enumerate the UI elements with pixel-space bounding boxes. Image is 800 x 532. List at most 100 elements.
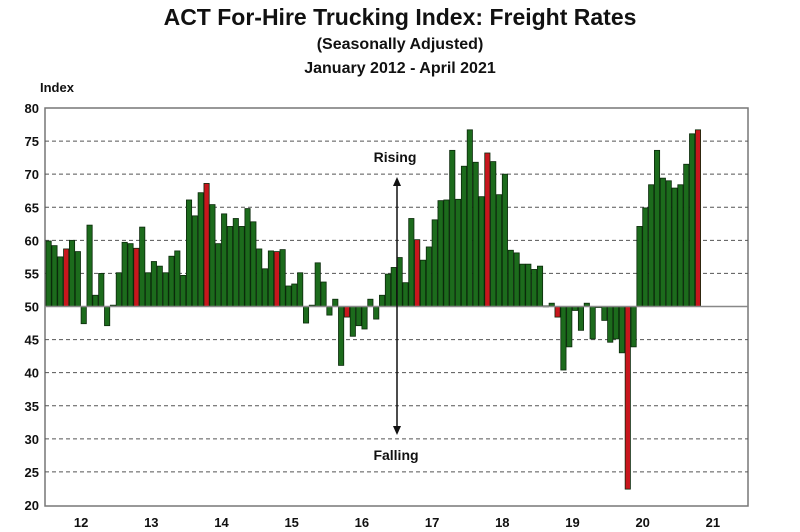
bar	[302, 306, 310, 324]
bar	[648, 184, 655, 307]
bar	[69, 239, 76, 307]
bar-april	[343, 306, 351, 318]
bar	[455, 198, 462, 307]
bar	[513, 252, 520, 307]
bar	[379, 294, 386, 307]
bar	[496, 194, 503, 307]
bar	[145, 272, 152, 307]
bar	[390, 267, 397, 307]
bar	[490, 161, 497, 307]
x-tick-label: 13	[144, 515, 158, 530]
bar	[630, 306, 637, 348]
bar	[472, 161, 479, 307]
bar	[92, 294, 99, 307]
bar	[115, 272, 122, 307]
bar-april	[484, 152, 491, 307]
bar-april	[554, 306, 561, 318]
y-tick-label: 80	[25, 101, 39, 116]
bar	[221, 213, 228, 307]
bars	[45, 129, 748, 490]
bar	[150, 261, 157, 307]
bar-april	[133, 247, 140, 307]
bar	[396, 257, 403, 307]
y-tick-label: 25	[25, 465, 39, 480]
bar	[577, 306, 584, 331]
bar	[478, 196, 485, 307]
bar	[156, 265, 163, 307]
bar	[373, 306, 380, 320]
bar	[262, 268, 269, 307]
annotations: Rising Falling	[373, 149, 418, 463]
bar	[566, 306, 573, 348]
bar	[437, 200, 444, 307]
x-tick-label: 16	[355, 515, 369, 530]
bar	[127, 243, 134, 307]
bar	[507, 249, 514, 307]
bar	[320, 281, 327, 307]
bar	[314, 262, 321, 307]
x-tick-label: 18	[495, 515, 509, 530]
y-tick-label: 65	[25, 200, 39, 215]
y-tick-label: 55	[25, 266, 39, 281]
arrow-down-icon	[393, 426, 401, 435]
bar	[209, 204, 216, 307]
y-tick-label: 30	[25, 432, 39, 447]
y-tick-label: 20	[25, 498, 39, 513]
bar	[408, 218, 415, 307]
bar	[121, 241, 128, 307]
bar	[226, 226, 234, 307]
bar	[355, 306, 362, 327]
bar	[256, 248, 263, 307]
bar	[531, 269, 538, 307]
bar	[589, 306, 596, 340]
y-tick-label: 40	[25, 366, 39, 381]
y-tick-label: 45	[25, 333, 39, 348]
bar	[466, 129, 473, 307]
y-axis-ticks: 20 25 30 35 40 45 50 55 60 65 70 75 80	[25, 101, 39, 513]
bar	[174, 250, 181, 307]
bar	[162, 272, 169, 307]
bar	[185, 199, 193, 307]
x-tick-label: 17	[425, 515, 439, 530]
bar	[449, 149, 456, 307]
bar	[338, 306, 345, 366]
bar	[180, 275, 187, 307]
bar	[267, 250, 274, 307]
bar	[244, 208, 251, 307]
bar	[285, 285, 292, 307]
bar	[613, 306, 620, 340]
x-tick-label: 15	[284, 515, 298, 530]
y-tick-label: 60	[25, 233, 39, 248]
bar	[519, 263, 526, 307]
y-tick-label: 75	[25, 134, 39, 149]
bar	[601, 306, 608, 321]
bar	[191, 215, 198, 307]
bar	[642, 207, 649, 307]
bar	[501, 173, 508, 307]
bar	[215, 243, 222, 307]
bar	[104, 306, 111, 327]
bar	[654, 149, 661, 307]
bar	[51, 245, 58, 307]
bar	[443, 199, 450, 307]
bar	[460, 165, 468, 307]
x-axis-ticks: 12 13 14 15 16 17 18 19 20 21	[74, 515, 720, 530]
chart-subtitle: (Seasonally Adjusted)	[316, 36, 484, 53]
x-tick-label: 21	[706, 515, 720, 530]
rising-label: Rising	[374, 149, 417, 165]
bar	[168, 255, 175, 307]
arrow-up-icon	[393, 177, 401, 186]
bar	[431, 219, 438, 307]
bar	[537, 265, 544, 307]
bar	[425, 246, 432, 307]
falling-label: Falling	[373, 447, 418, 463]
bar	[683, 163, 690, 307]
bar	[74, 251, 81, 307]
bar-april	[414, 239, 421, 307]
y-axis-label: Index	[40, 80, 74, 95]
bar	[86, 224, 93, 307]
bar	[139, 226, 146, 307]
x-tick-label: 19	[565, 515, 579, 530]
bar-april	[203, 183, 210, 307]
chart-date-range: January 2012 - April 2021	[304, 60, 496, 77]
